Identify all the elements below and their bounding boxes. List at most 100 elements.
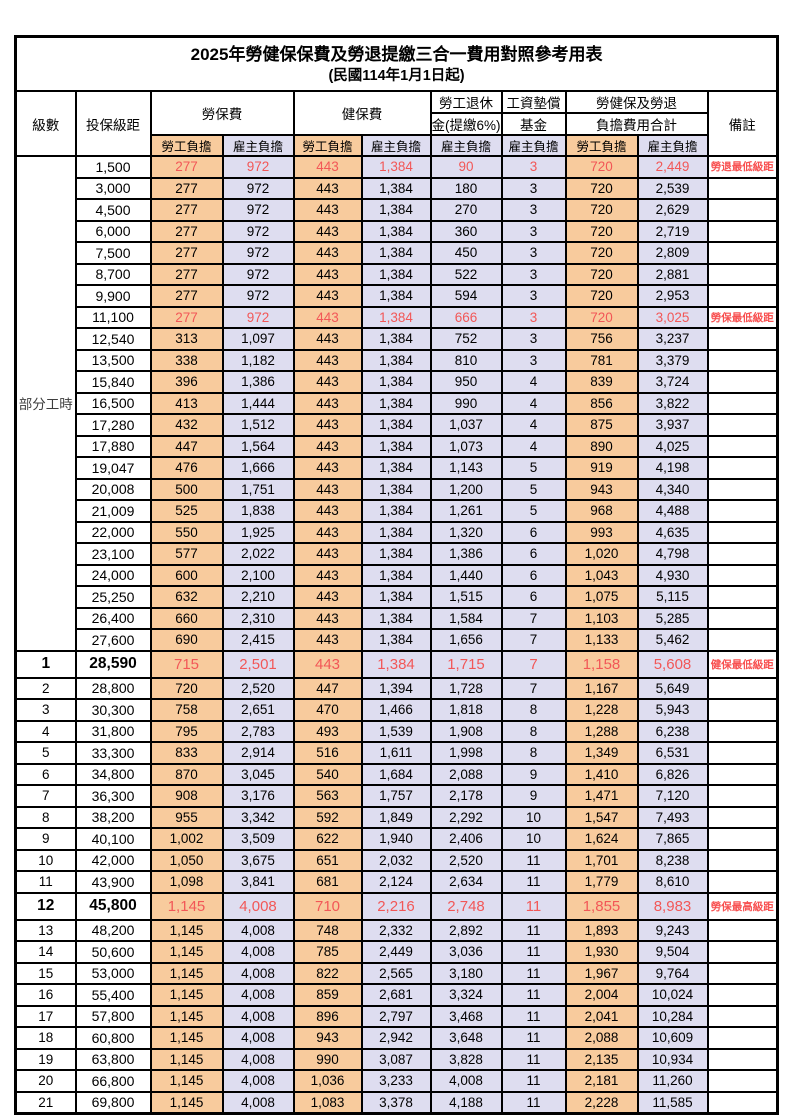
salary-bracket-cell: 40,100 <box>74 827 152 851</box>
pension-employer-cell: 2,520 <box>429 848 503 872</box>
wage-fund-employer-cell: 3 <box>500 305 567 329</box>
pension-employer-cell: 270 <box>429 198 503 222</box>
salary-bracket-cell: 27,600 <box>74 628 152 652</box>
salary-bracket-cell: 36,300 <box>74 784 152 808</box>
wage-fund-employer-cell: 11 <box>500 983 567 1007</box>
table-row: 19 63,800 1,145 4,008 990 3,087 3,828 11 2,135 10… <box>14 1047 779 1071</box>
table-row: 3,000 277 972 443 1,384 180 3 720 2,539 <box>16 176 779 200</box>
wage-fund-employer-cell: 9 <box>500 784 567 808</box>
table-row: 11,100 277 972 443 1,384 666 3 720 3,025 勞保最低級距 <box>16 305 779 329</box>
total-worker-cell: 1,410 <box>564 762 639 786</box>
wage-fund-employer-cell: 3 <box>500 155 567 179</box>
total-worker-cell: 2,088 <box>564 1026 639 1050</box>
labor-employer-cell: 4,008 <box>221 940 295 964</box>
health-worker-cell: 470 <box>292 698 363 722</box>
wage-fund-employer-cell: 11 <box>500 870 567 894</box>
total-employer-cell: 3,937 <box>636 413 709 437</box>
health-worker-cell: 443 <box>292 198 363 222</box>
pension-employer-cell: 4,188 <box>429 1090 503 1114</box>
labor-employer-cell: 972 <box>221 155 295 179</box>
health-worker-cell: 443 <box>292 606 363 630</box>
health-employer-cell: 1,384 <box>360 477 432 501</box>
remark-cell <box>706 241 779 265</box>
health-worker-cell: 822 <box>292 961 363 985</box>
table-row: 17,880 447 1,564 443 1,384 1,073 4 890 4,025 <box>16 434 779 458</box>
wage-fund-employer-cell: 4 <box>500 413 567 437</box>
health-employer-cell: 1,384 <box>360 327 432 351</box>
labor-employer-cell: 1,444 <box>221 391 295 415</box>
pension-employer-cell: 1,998 <box>429 741 503 765</box>
total-worker-cell: 1,349 <box>564 741 639 765</box>
remark-cell <box>706 1047 779 1071</box>
remark-cell <box>706 805 779 829</box>
salary-bracket-cell: 13,500 <box>74 348 152 372</box>
salary-bracket-cell: 66,800 <box>74 1069 152 1093</box>
table-row: 8,700 277 972 443 1,384 522 3 720 2,881 <box>16 262 779 286</box>
wage-fund-employer-cell: 3 <box>500 348 567 372</box>
pension-employer-cell: 1,908 <box>429 719 503 743</box>
level-cell: 13 <box>14 918 77 942</box>
health-worker-cell: 443 <box>292 219 363 243</box>
labor-employer-cell: 3,675 <box>221 848 295 872</box>
total-employer-cell: 10,024 <box>636 983 709 1007</box>
health-worker-cell: 493 <box>292 719 363 743</box>
health-worker-cell: 1,036 <box>292 1069 363 1093</box>
remark-cell <box>706 1069 779 1093</box>
total-worker-cell: 1,471 <box>564 784 639 808</box>
salary-bracket-cell: 34,800 <box>74 762 152 786</box>
salary-bracket-cell: 57,800 <box>74 1004 152 1028</box>
health-worker-cell: 443 <box>292 241 363 265</box>
table-row: 9 40,100 1,002 3,509 622 1,940 2,406 10 1,624 7,8… <box>14 827 779 851</box>
labor-worker-cell: 833 <box>149 741 224 765</box>
health-employer-cell: 1,384 <box>360 434 432 458</box>
remark-cell <box>706 176 779 200</box>
remark-cell <box>706 1026 779 1050</box>
subheader-labor-worker-share: 勞工負擔 <box>149 134 224 157</box>
remark-cell <box>706 762 779 786</box>
remark-cell <box>706 499 779 523</box>
fee-table: 2025年勞健保保費及勞退提繳三合一費用對照參考用表 (民國114年1月1日起)… <box>14 35 780 1115</box>
health-employer-cell: 1,384 <box>360 348 432 372</box>
wage-fund-employer-cell: 11 <box>500 918 567 942</box>
wage-fund-employer-cell: 7 <box>500 606 567 630</box>
total-worker-cell: 1,855 <box>564 891 639 921</box>
labor-worker-cell: 476 <box>149 456 224 480</box>
remark-cell <box>706 327 779 351</box>
health-employer-cell: 1,539 <box>360 719 432 743</box>
salary-bracket-cell: 24,000 <box>74 563 152 587</box>
header-health-insurance: 健保費 <box>292 90 432 136</box>
remark-cell <box>706 827 779 851</box>
subheader-health-employer-share: 雇主負擔 <box>360 134 432 157</box>
level-cell: 11 <box>14 870 77 894</box>
health-employer-cell: 3,378 <box>360 1090 432 1114</box>
labor-worker-cell: 1,145 <box>149 983 224 1007</box>
salary-bracket-cell: 17,880 <box>74 434 152 458</box>
pension-employer-cell: 1,143 <box>429 456 503 480</box>
total-employer-cell: 5,115 <box>636 585 709 609</box>
labor-worker-cell: 690 <box>149 628 224 652</box>
table-row: 14 50,600 1,145 4,008 785 2,449 3,036 11 1,930 9,… <box>14 940 779 964</box>
level-cell: 12 <box>14 891 77 921</box>
total-worker-cell: 781 <box>564 348 639 372</box>
pension-employer-cell: 1,386 <box>429 542 503 566</box>
labor-employer-cell: 1,564 <box>221 434 295 458</box>
labor-employer-cell: 4,008 <box>221 918 295 942</box>
health-worker-cell: 443 <box>292 477 363 501</box>
level-cell: 19 <box>14 1047 77 1071</box>
remark-cell <box>706 870 779 894</box>
wage-fund-employer-cell: 4 <box>500 370 567 394</box>
health-employer-cell: 3,233 <box>360 1069 432 1093</box>
health-worker-cell: 443 <box>292 348 363 372</box>
total-worker-cell: 1,075 <box>564 585 639 609</box>
total-worker-cell: 2,041 <box>564 1004 639 1028</box>
wage-fund-employer-cell: 3 <box>500 176 567 200</box>
header-labor-insurance: 勞保費 <box>149 90 295 136</box>
salary-bracket-cell: 48,200 <box>74 918 152 942</box>
salary-bracket-cell: 6,000 <box>74 219 152 243</box>
remark-cell <box>706 585 779 609</box>
wage-fund-employer-cell: 7 <box>500 676 567 700</box>
labor-worker-cell: 1,145 <box>149 961 224 985</box>
salary-bracket-cell: 26,400 <box>74 606 152 630</box>
table-title-cell: 2025年勞健保保費及勞退提繳三合一費用對照參考用表 (民國114年1月1日起) <box>14 35 779 92</box>
total-employer-cell: 2,881 <box>636 262 709 286</box>
